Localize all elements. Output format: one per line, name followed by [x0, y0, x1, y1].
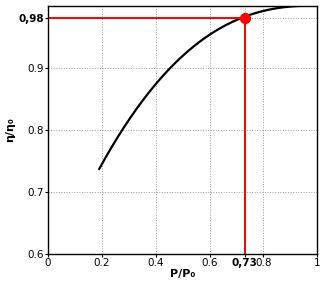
Point [242, 16, 247, 20]
Y-axis label: η/η₀: η/η₀ [6, 117, 16, 142]
X-axis label: P/P₀: P/P₀ [170, 269, 195, 280]
